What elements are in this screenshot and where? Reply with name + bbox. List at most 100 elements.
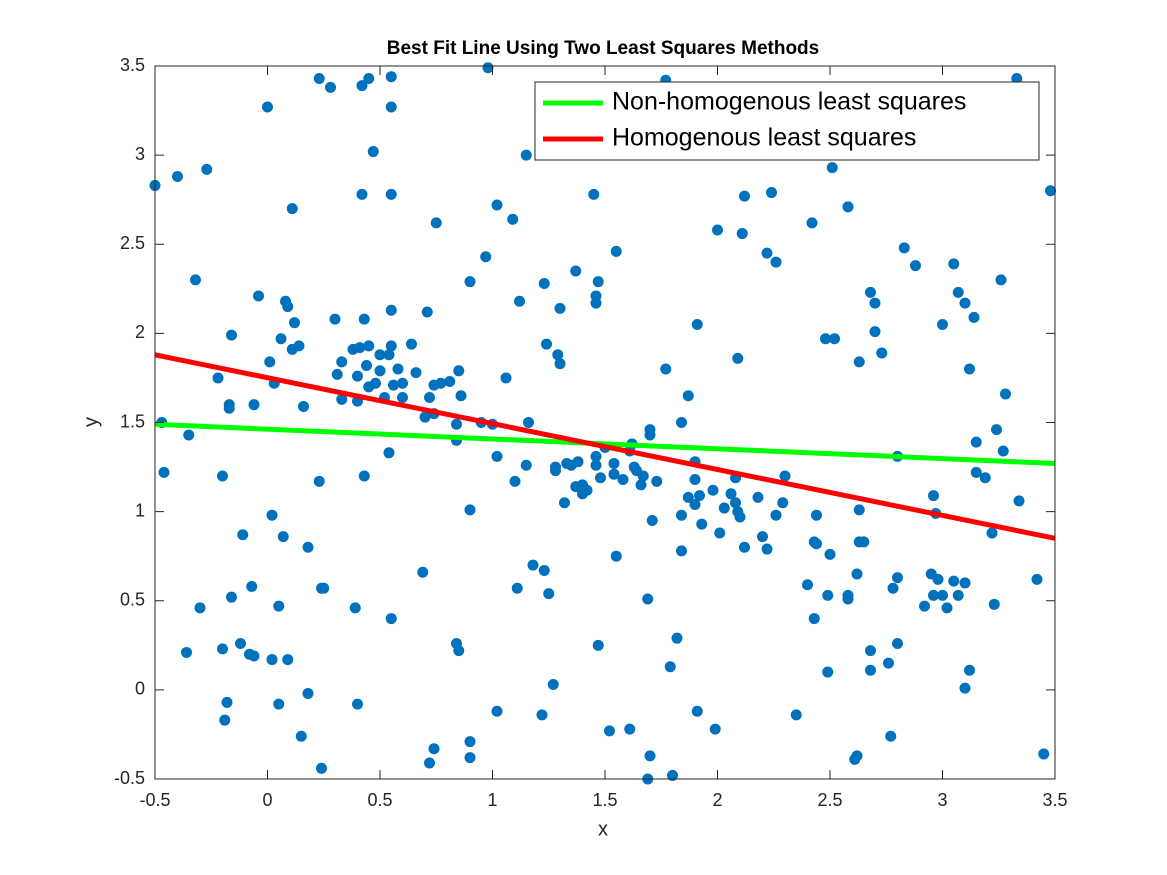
scatter-point (608, 468, 620, 480)
scatter-point (388, 379, 399, 391)
scatter-point (842, 201, 854, 213)
scatter-point (491, 450, 503, 462)
scatter-point (552, 349, 564, 361)
scatter-point (970, 466, 982, 478)
scatter-point (397, 392, 408, 404)
scatter-point (964, 664, 975, 676)
scatter-point (806, 217, 818, 229)
scatter-point (986, 527, 998, 539)
scatter-point (374, 349, 386, 361)
scatter-point (451, 418, 462, 430)
x-tick-label: 3 (937, 790, 947, 810)
scatter-point (739, 541, 750, 553)
scatter-point (689, 498, 701, 510)
scatter-point (820, 333, 831, 345)
scatter-point (646, 515, 658, 527)
scatter-point (822, 666, 834, 678)
scatter-point (937, 589, 948, 601)
scatter-point (1000, 388, 1011, 400)
scatter-point (383, 447, 395, 459)
scatter-point (590, 297, 602, 309)
scatter-point (730, 497, 741, 509)
y-tick-label: 3.5 (120, 55, 145, 75)
scatter-point (444, 376, 456, 388)
scatter-point (543, 588, 555, 600)
legend: Non-homogenous least squares Homogenous l… (534, 81, 1040, 161)
scatter-point (352, 370, 363, 382)
scatter-point (536, 709, 548, 721)
scatter-point (464, 504, 476, 516)
x-tick-label: 2 (712, 790, 722, 810)
x-tick-label: 2.5 (817, 790, 842, 810)
scatter-point (500, 372, 512, 384)
scatter-point (336, 356, 348, 368)
scatter-point (541, 338, 552, 350)
scatter-point (979, 472, 991, 484)
scatter-point (682, 390, 694, 402)
scatter-point (514, 295, 525, 307)
scatter-point (718, 502, 730, 514)
scatter-point (928, 490, 939, 502)
scatter-point (219, 714, 231, 726)
scatter-point (410, 367, 422, 379)
scatter-point (277, 531, 289, 543)
y-tick-label: -0.5 (114, 768, 145, 788)
plot-area (149, 62, 1056, 785)
scatter-point (826, 162, 838, 174)
scatter-point (417, 566, 429, 578)
scatter-point (624, 723, 636, 735)
scatter-point (997, 445, 1009, 457)
chart-title: Best Fit Line Using Two Least Squares Me… (387, 38, 819, 59)
scatter-point (419, 411, 431, 423)
scatter-point (898, 242, 910, 254)
scatter-point (865, 664, 876, 676)
scatter-point (642, 593, 654, 605)
scatter-point (298, 400, 309, 412)
scatter-point (275, 333, 287, 345)
scatter-point (851, 568, 863, 580)
scatter-point (714, 527, 726, 539)
scatter-point (538, 277, 550, 289)
y-tick-label: 1 (135, 500, 145, 520)
fit-line (154, 352, 1056, 541)
scatter-point (430, 217, 442, 229)
scatter-point (329, 313, 341, 325)
scatter-point (421, 306, 433, 318)
scatter-point (559, 497, 570, 509)
scatter-point (194, 602, 206, 614)
y-tick-label: 0 (135, 679, 145, 699)
fit-line (154, 421, 1056, 466)
scatter-point (808, 613, 820, 625)
scatter-point (869, 326, 881, 338)
scatter-point (253, 290, 264, 302)
x-tick-label: 0.5 (367, 790, 392, 810)
scatter-point (358, 470, 370, 482)
scatter-point (671, 632, 683, 644)
scatter-point (282, 301, 294, 313)
scatter-point (732, 352, 744, 364)
legend-box (534, 81, 1040, 161)
scatter-point (676, 509, 687, 521)
scatter-point (336, 393, 348, 405)
scatter-point (570, 481, 582, 493)
scatter-point (282, 654, 294, 666)
scatter-point (869, 297, 881, 309)
scatter-point (592, 639, 604, 651)
scatter-point (547, 679, 559, 691)
x-tick-label: 1 (487, 790, 497, 810)
scatter-point (385, 71, 397, 83)
scatter-point (237, 529, 249, 541)
scatter-point (313, 475, 325, 487)
scatter-point (246, 580, 258, 592)
scatter-point (842, 593, 854, 605)
scatter-point (777, 497, 789, 509)
scatter-point (453, 365, 465, 377)
scatter-point (968, 311, 980, 323)
scatter-point (802, 579, 813, 591)
scatter-point (286, 203, 298, 215)
y-axis-label: y (80, 417, 102, 427)
scatter-point (266, 509, 278, 521)
x-tick-label: 1.5 (592, 790, 617, 810)
scatter-point (262, 101, 273, 113)
scatter-point (664, 661, 676, 673)
